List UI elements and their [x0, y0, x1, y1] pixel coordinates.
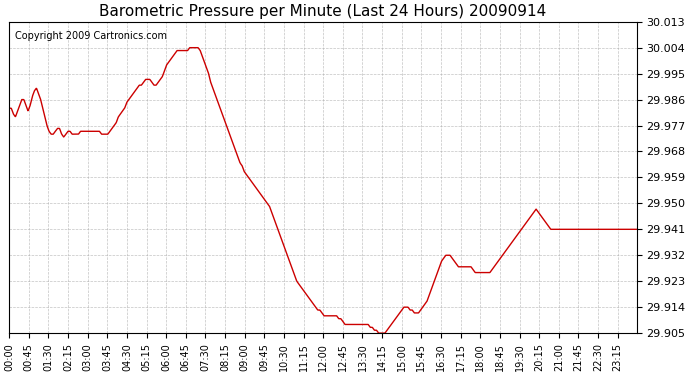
Title: Barometric Pressure per Minute (Last 24 Hours) 20090914: Barometric Pressure per Minute (Last 24 …: [99, 4, 546, 19]
Text: Copyright 2009 Cartronics.com: Copyright 2009 Cartronics.com: [15, 31, 168, 41]
